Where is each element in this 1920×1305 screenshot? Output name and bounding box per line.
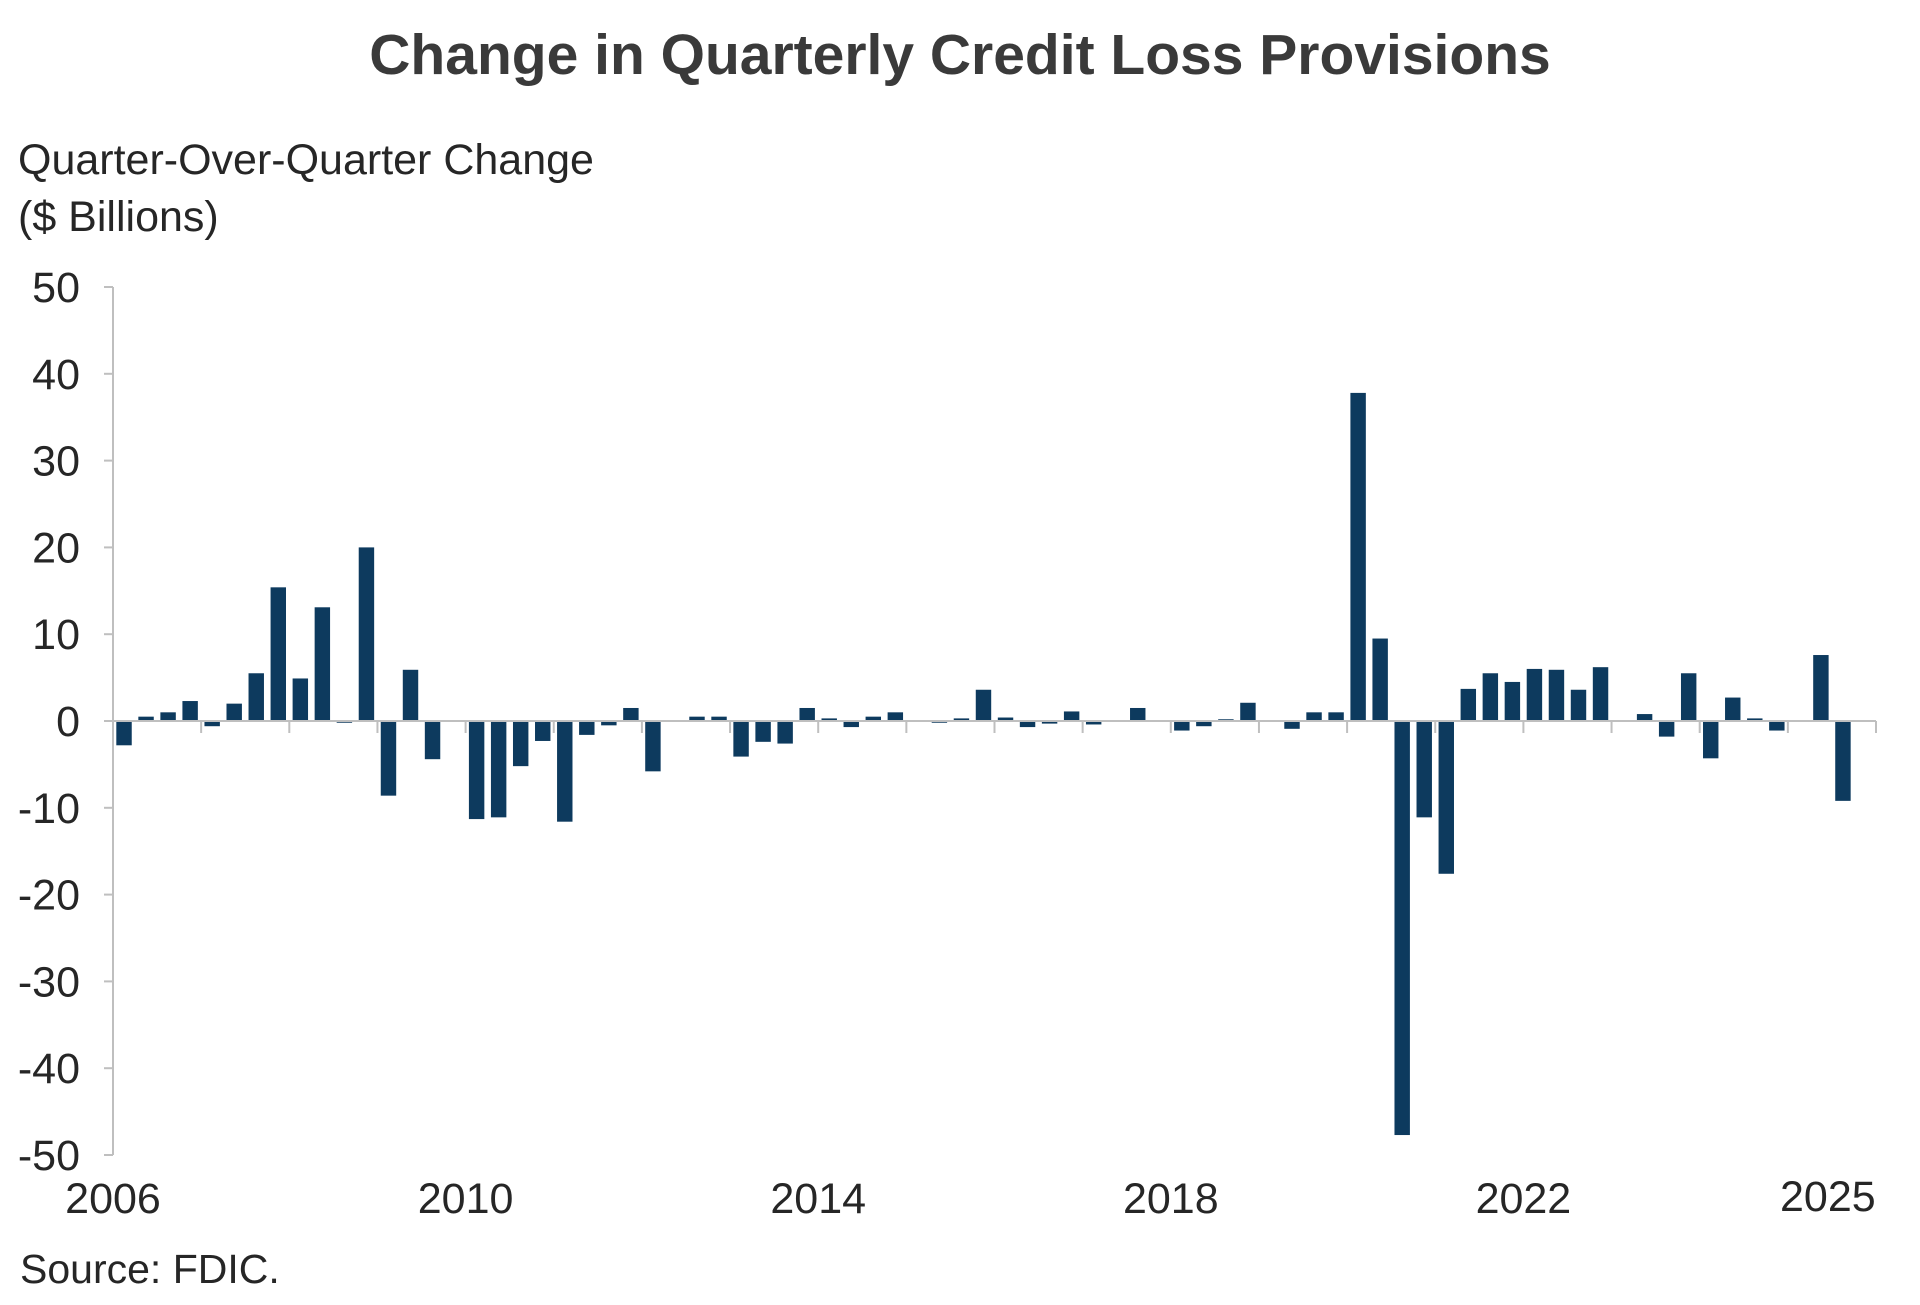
y-tick-label: -30 xyxy=(18,958,80,1006)
bar-2015Q4 xyxy=(975,689,992,721)
y-tick-label: 40 xyxy=(32,351,80,399)
bar-2024Q1 xyxy=(1703,721,1719,759)
chart-title: Change in Quarterly Credit Loss Provisio… xyxy=(369,23,1551,87)
bar-2008Q1 xyxy=(292,678,309,721)
x-tick-labels: 2006 2010 2014 2018 2022 2025 xyxy=(65,1173,1876,1223)
bar-2010Q4 xyxy=(535,721,551,741)
bar-2024Q2 xyxy=(1725,697,1741,721)
bar-2024Q4 xyxy=(1769,721,1785,731)
bar-2009Q2 xyxy=(402,669,419,721)
source-note: Source: FDIC. xyxy=(20,1246,280,1292)
y-tick-label: -10 xyxy=(18,785,80,833)
bar-2016Q4 xyxy=(1063,711,1080,721)
bar-2008Q4 xyxy=(358,547,375,721)
bar-2021Q3 xyxy=(1482,673,1499,721)
bar-2025Q2 xyxy=(1813,655,1829,721)
bar-2007Q4 xyxy=(270,587,286,721)
bar-2012Q3 xyxy=(689,716,705,721)
bar-2021Q1 xyxy=(1438,721,1454,874)
bar-2008Q2 xyxy=(314,607,331,721)
bar-2013Q3 xyxy=(777,721,793,744)
bar-2014Q1 xyxy=(821,718,837,721)
bar-2011Q4 xyxy=(623,707,639,721)
y-tick-label: -40 xyxy=(18,1045,80,1093)
x-tick-label: 2014 xyxy=(770,1175,866,1223)
y-tick-label: -50 xyxy=(18,1132,80,1180)
bar-2024Q3 xyxy=(1747,718,1763,721)
x-tick-label: 2025 xyxy=(1780,1173,1876,1221)
bar-2012Q1 xyxy=(645,721,661,772)
bar-2019Q2 xyxy=(1284,721,1300,729)
bar-2021Q2 xyxy=(1460,688,1477,721)
bar-2011Q3 xyxy=(601,721,617,726)
bar-2013Q1 xyxy=(733,721,749,757)
bar-2007Q1 xyxy=(204,721,220,727)
bar-2010Q1 xyxy=(468,721,485,820)
bar-2017Q1 xyxy=(1085,721,1102,725)
bar-2011Q2 xyxy=(579,721,595,735)
bar-2020Q3 xyxy=(1394,721,1410,1136)
bar-2006Q1 xyxy=(116,721,132,746)
y-axis-label-line-1: Quarter-Over-Quarter Change xyxy=(18,136,594,184)
y-tick-label: 0 xyxy=(56,698,80,746)
bar-2014Q2 xyxy=(843,721,859,728)
bar-2022Q4 xyxy=(1592,667,1609,721)
bar-2023Q2 xyxy=(1636,714,1653,721)
bar-2018Q4 xyxy=(1240,702,1256,721)
bar-2006Q3 xyxy=(160,712,176,721)
bar-2013Q4 xyxy=(799,707,815,721)
y-tick-label: 30 xyxy=(32,438,80,486)
bar-2019Q4 xyxy=(1328,712,1344,721)
y-axis-label-line-2: ($ Billions) xyxy=(18,193,219,241)
bar-2009Q1 xyxy=(380,721,397,796)
bar-2022Q3 xyxy=(1570,689,1587,721)
bar-2014Q4 xyxy=(887,712,904,721)
bar-2022Q1 xyxy=(1526,668,1543,721)
y-tick-label: -20 xyxy=(18,872,80,920)
bar-2023Q4 xyxy=(1680,673,1697,721)
bar-2025Q3 xyxy=(1835,721,1851,801)
bar-2007Q3 xyxy=(248,673,264,721)
bar-2015Q3 xyxy=(953,718,970,721)
bar-2006Q2 xyxy=(138,716,154,721)
bar-2018Q1 xyxy=(1174,721,1190,731)
bar-2012Q4 xyxy=(711,716,727,721)
x-tick-label: 2022 xyxy=(1476,1175,1572,1223)
x-tick-label: 2018 xyxy=(1123,1175,1219,1223)
bar-2018Q2 xyxy=(1196,721,1212,727)
y-tick-label: 20 xyxy=(32,524,80,572)
x-tick-label: 2010 xyxy=(418,1175,514,1223)
chart-axes xyxy=(104,286,114,1156)
bar-2019Q3 xyxy=(1306,712,1322,721)
bar-2011Q1 xyxy=(557,721,573,822)
bar-2022Q2 xyxy=(1548,669,1565,721)
chart-bars xyxy=(116,392,1851,1136)
bar-2006Q4 xyxy=(182,701,198,721)
y-tick-label: 50 xyxy=(32,264,80,312)
bar-2023Q3 xyxy=(1658,721,1675,737)
bar-2020Q1 xyxy=(1350,392,1366,721)
bar-2020Q4 xyxy=(1416,721,1432,818)
bar-2020Q2 xyxy=(1372,638,1388,721)
bar-2013Q2 xyxy=(755,721,771,742)
bar-2016Q2 xyxy=(1019,721,1036,728)
y-tick-label: 10 xyxy=(32,611,80,659)
bar-2009Q3 xyxy=(424,721,441,760)
bar-2014Q3 xyxy=(865,716,882,721)
zero-line-group xyxy=(112,720,1877,733)
bar-2010Q2 xyxy=(490,721,507,818)
bar-2016Q1 xyxy=(997,717,1014,721)
y-tick-labels: 50 40 30 20 10 0 -10 -20 -30 -40 -50 xyxy=(18,264,80,1180)
bar-2017Q3 xyxy=(1130,707,1146,721)
bar-2010Q3 xyxy=(512,721,529,767)
y-axis-label: Quarter-Over-Quarter Change ($ Billions) xyxy=(18,132,594,246)
bar-2016Q3 xyxy=(1041,721,1058,724)
x-tick-label: 2006 xyxy=(65,1175,161,1223)
bar-2007Q2 xyxy=(226,703,242,721)
bar-2021Q4 xyxy=(1504,681,1521,721)
